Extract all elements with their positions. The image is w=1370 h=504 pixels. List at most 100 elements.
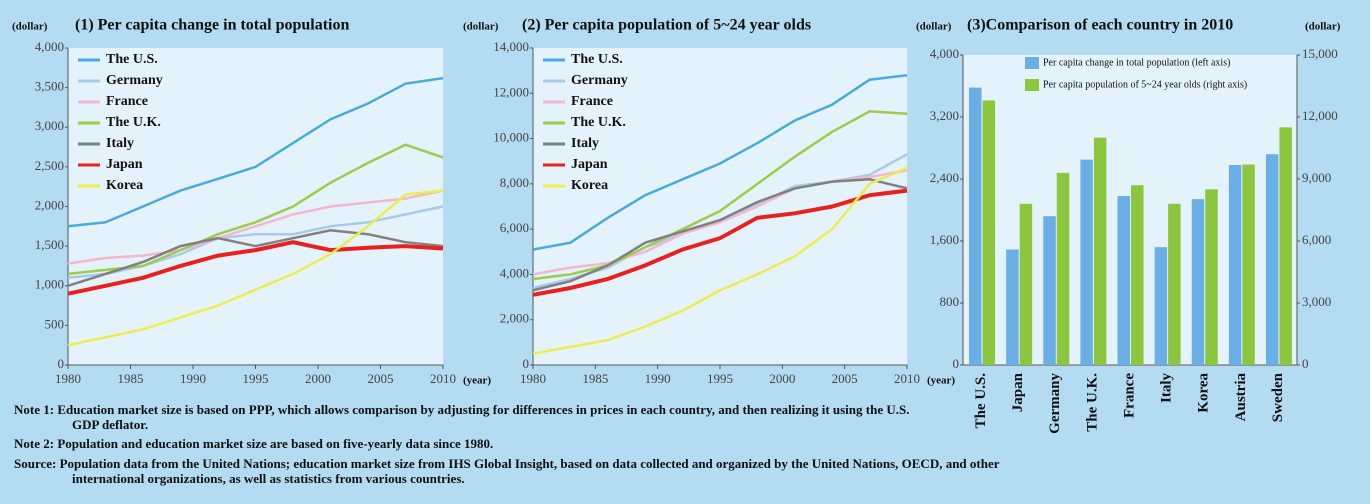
legend-label: Germany: [571, 73, 628, 88]
x-tick-label: Italy: [1159, 373, 1175, 404]
note: Note 2: Population and education market …: [14, 436, 494, 451]
legend-label: Korea: [106, 178, 143, 193]
legend-swatch: [1025, 57, 1039, 69]
x-unit: (year): [927, 375, 955, 387]
y-unit: (dollar): [916, 21, 952, 33]
source: Source: Population data from the United …: [14, 456, 1000, 486]
x-tick-label: 1990: [180, 371, 206, 386]
series-line: [532, 166, 908, 355]
chart-title: (1) Per capita change in total populatio…: [75, 17, 349, 34]
x-tick-label: Korea: [1196, 373, 1212, 413]
bar: [1043, 216, 1056, 365]
legend-label: The U.K.: [106, 115, 161, 130]
legend-label: Japan: [571, 157, 608, 172]
x-tick-label: 1995: [243, 371, 269, 386]
legend-label: Per capita population of 5~24 year olds …: [1043, 79, 1247, 90]
y-tick-label: 2,400: [930, 170, 959, 185]
y-tick-label: 14,000: [493, 39, 529, 54]
y-tick-label: 4,000: [930, 46, 959, 61]
y-tick-label: 2,000: [35, 197, 64, 212]
y-tick-label: 1,500: [35, 237, 64, 252]
y-tick-label: 6,000: [500, 220, 529, 235]
legend-label: Korea: [571, 178, 608, 193]
y-tick-label: 1,000: [35, 277, 64, 292]
x-unit: (year): [463, 375, 491, 387]
x-tick-label: France: [1121, 373, 1137, 418]
x-tick-label: 2005: [368, 371, 394, 386]
y-tick-label: 0: [523, 356, 530, 371]
y-tick-label: 2,000: [500, 311, 529, 326]
bar: [1154, 247, 1168, 365]
x-tick-label: 2005: [832, 371, 858, 386]
x-tick-label: Japan: [1010, 372, 1026, 412]
bar: [982, 100, 996, 365]
y2-tick-label: 12,000: [1302, 108, 1338, 123]
y2-tick-label: 0: [1302, 356, 1309, 371]
legend-label: Italy: [571, 136, 599, 151]
bar: [1228, 165, 1242, 365]
bar: [1265, 154, 1279, 365]
y-tick-label: 0: [953, 356, 960, 371]
y-tick-label: 800: [940, 294, 960, 309]
x-tick-label: Germany: [1047, 373, 1063, 434]
legend-label: Japan: [106, 157, 143, 172]
chart-title: (3)Comparison of each country in 2010: [967, 17, 1233, 34]
bar: [1056, 172, 1070, 365]
x-tick-label: The U.S.: [973, 373, 989, 429]
x-tick-label: 2000: [305, 371, 331, 386]
y-tick-label: 0: [58, 356, 65, 371]
y2-tick-label: 6,000: [1302, 232, 1331, 247]
legend-label: France: [571, 94, 613, 109]
x-tick-label: Sweden: [1270, 372, 1286, 422]
legend-label: France: [106, 94, 148, 109]
legend-label: Germany: [106, 73, 163, 88]
plot-area: [533, 48, 907, 365]
x-tick-label: Austria: [1233, 373, 1249, 422]
series-line: [67, 189, 444, 347]
y-unit: (dollar): [12, 21, 48, 33]
series-line: [67, 189, 444, 265]
bar: [1205, 189, 1218, 365]
y-tick-label: 1,600: [930, 232, 959, 247]
y-tick-label: 500: [45, 316, 65, 331]
y-unit: (dollar): [463, 21, 499, 33]
x-tick-label: 2010: [894, 371, 920, 386]
y-tick-label: 4,000: [35, 39, 64, 54]
x-tick-label: 2000: [769, 371, 795, 386]
bar: [1279, 127, 1292, 365]
y-tick-label: 4,000: [500, 265, 529, 280]
legend-label: The U.K.: [571, 115, 626, 130]
x-tick-label: 1995: [707, 371, 733, 386]
series-line: [532, 73, 908, 251]
bar: [1242, 164, 1255, 365]
x-tick-label: 1990: [645, 371, 671, 386]
series-line: [67, 240, 444, 296]
series-line: [532, 110, 908, 281]
legend-label: The U.S.: [106, 52, 158, 67]
x-tick-label: 1985: [118, 371, 144, 386]
bar: [1131, 185, 1144, 365]
y2-unit: (dollar): [1305, 21, 1341, 33]
bar: [1093, 137, 1107, 365]
y2-tick-label: 9,000: [1302, 170, 1331, 185]
bar: [1191, 199, 1205, 365]
bar: [1168, 203, 1181, 365]
x-tick-label: 2010: [430, 371, 456, 386]
x-tick-label: The U.K.: [1084, 373, 1100, 432]
chart-title: (2) Per capita population of 5~24 year o…: [522, 17, 811, 34]
series-line: [532, 188, 908, 297]
note: Note 1: Education market size is based o…: [14, 402, 910, 432]
y-tick-label: 3,500: [35, 79, 64, 94]
bar: [969, 87, 982, 366]
y-tick-label: 8,000: [500, 175, 529, 190]
series-line: [67, 229, 444, 287]
legend-label: Italy: [106, 136, 134, 151]
series-line: [532, 178, 908, 292]
y-tick-label: 2,500: [35, 158, 64, 173]
bar: [1117, 196, 1130, 365]
x-tick-label: 1980: [520, 371, 546, 386]
y-tick-label: 10,000: [493, 130, 529, 145]
y-tick-label: 3,200: [930, 108, 959, 123]
bar: [1019, 203, 1033, 365]
